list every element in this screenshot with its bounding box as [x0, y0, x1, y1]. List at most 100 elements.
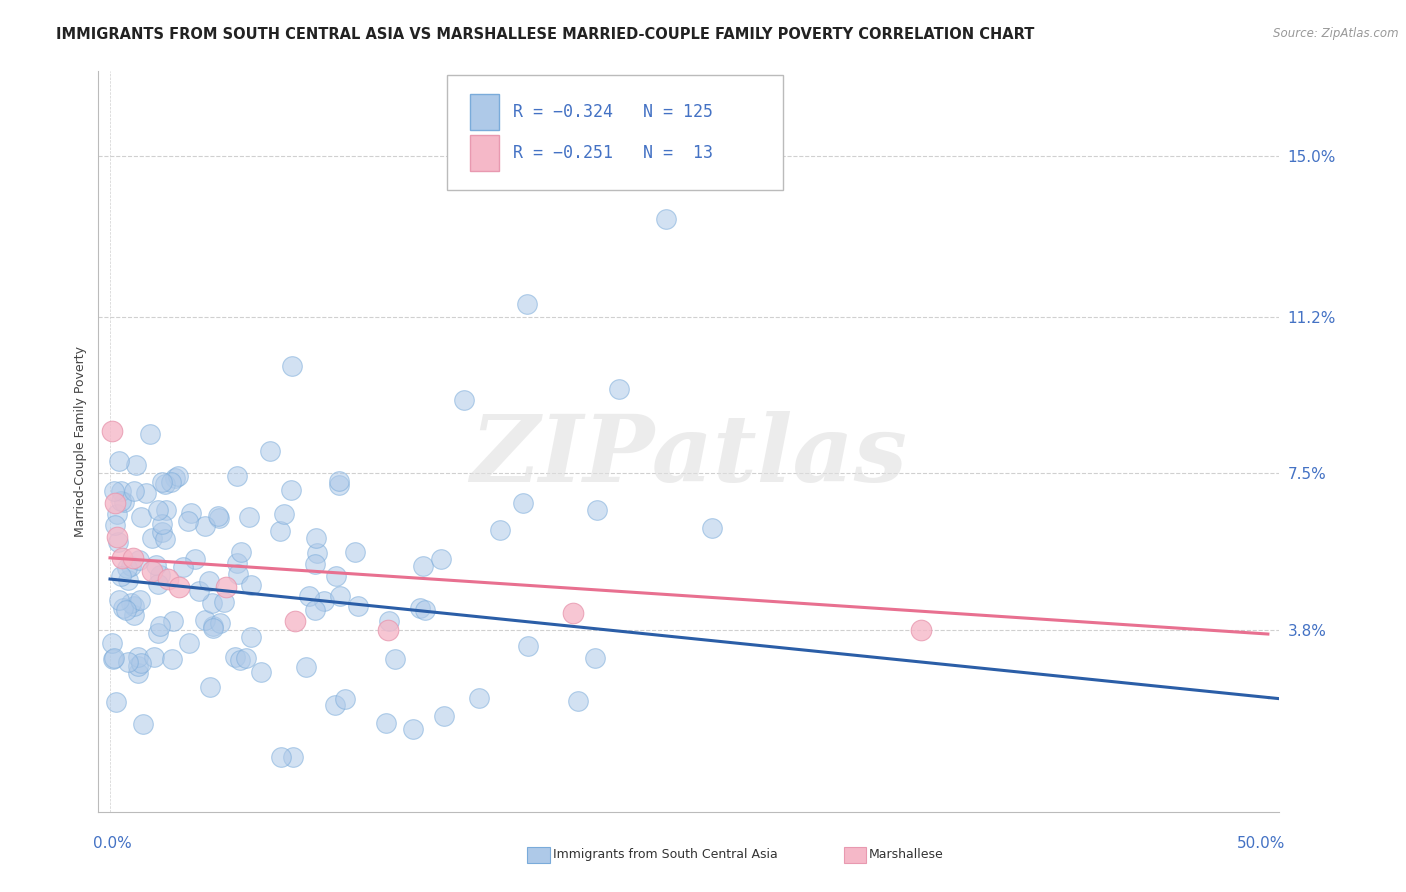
Point [155, 503, 177, 517]
Text: 50.0%: 50.0% [1237, 836, 1285, 851]
Point [378, 615, 401, 629]
Point [304, 603, 326, 617]
Point [105, 530, 128, 544]
Point [112, 495, 135, 509]
Point [149, 568, 172, 582]
Point [141, 531, 163, 545]
Text: IMMIGRANTS FROM SOUTH CENTRAL ASIA VS MARSHALLESE MARRIED-COUPLE FAMILY POVERTY : IMMIGRANTS FROM SOUTH CENTRAL ASIA VS MA… [56, 27, 1035, 42]
Point [208, 511, 231, 525]
Point [312, 594, 335, 608]
Point [384, 652, 406, 666]
Point [117, 573, 139, 587]
Point [329, 589, 352, 603]
Point [129, 592, 152, 607]
Point [200, 680, 222, 694]
Point [128, 553, 150, 567]
Point [413, 603, 436, 617]
Point [160, 475, 183, 490]
Text: Marshallese: Marshallese [869, 848, 943, 861]
Point [702, 521, 724, 535]
Point [214, 595, 236, 609]
Point [150, 475, 173, 489]
Point [231, 545, 253, 559]
Point [153, 532, 176, 546]
Point [432, 709, 454, 723]
Point [127, 665, 149, 680]
FancyBboxPatch shape [447, 75, 783, 190]
Point [135, 486, 157, 500]
Point [298, 589, 321, 603]
Bar [471, 135, 499, 170]
Point [412, 559, 434, 574]
Point [152, 517, 174, 532]
Point [328, 474, 350, 488]
Point [284, 615, 307, 629]
Point [110, 493, 132, 508]
Point [655, 212, 678, 227]
Point [333, 691, 356, 706]
Point [197, 574, 219, 589]
Point [103, 483, 125, 498]
Point [194, 519, 217, 533]
Y-axis label: Married-Couple Family Poverty: Married-Couple Family Poverty [75, 346, 87, 537]
Text: R = −0.251   N =  13: R = −0.251 N = 13 [513, 144, 713, 161]
Point [108, 593, 131, 607]
Point [146, 625, 169, 640]
Text: ZIPatlas: ZIPatlas [471, 411, 907, 501]
Point [344, 544, 367, 558]
Point [146, 503, 169, 517]
Point [488, 523, 510, 537]
Point [240, 578, 263, 592]
Point [145, 558, 167, 572]
Point [169, 581, 191, 595]
Point [910, 623, 932, 637]
Point [325, 569, 347, 583]
Point [207, 509, 229, 524]
Point [176, 514, 198, 528]
Text: R = −0.324   N = 125: R = −0.324 N = 125 [513, 103, 713, 121]
Point [105, 694, 128, 708]
Point [120, 559, 142, 574]
Point [567, 694, 589, 708]
Point [105, 508, 128, 522]
Point [409, 601, 432, 615]
Point [127, 649, 149, 664]
Point [201, 621, 224, 635]
Point [172, 560, 194, 574]
Point [229, 653, 252, 667]
Point [150, 524, 173, 539]
Point [103, 650, 125, 665]
Point [120, 596, 142, 610]
Point [294, 660, 316, 674]
Point [101, 652, 124, 666]
Point [281, 749, 304, 764]
Point [512, 496, 534, 510]
Point [239, 630, 262, 644]
Point [110, 550, 132, 565]
Point [110, 569, 132, 583]
Point [107, 534, 129, 549]
Point [143, 649, 166, 664]
Point [235, 651, 257, 665]
Point [562, 606, 585, 620]
Point [167, 469, 190, 483]
Point [516, 297, 538, 311]
Point [108, 454, 131, 468]
Point [585, 502, 607, 516]
Point [139, 426, 162, 441]
Point [225, 556, 247, 570]
Point [224, 650, 246, 665]
Point [149, 619, 172, 633]
Point [117, 656, 139, 670]
Point [468, 690, 491, 705]
Point [347, 599, 370, 613]
Point [259, 443, 281, 458]
Point [250, 665, 273, 679]
Point [141, 564, 163, 578]
Point [270, 749, 292, 764]
Point [194, 613, 217, 627]
Point [202, 619, 225, 633]
Point [111, 600, 134, 615]
Point [165, 471, 187, 485]
Text: Immigrants from South Central Asia: Immigrants from South Central Asia [553, 848, 778, 861]
